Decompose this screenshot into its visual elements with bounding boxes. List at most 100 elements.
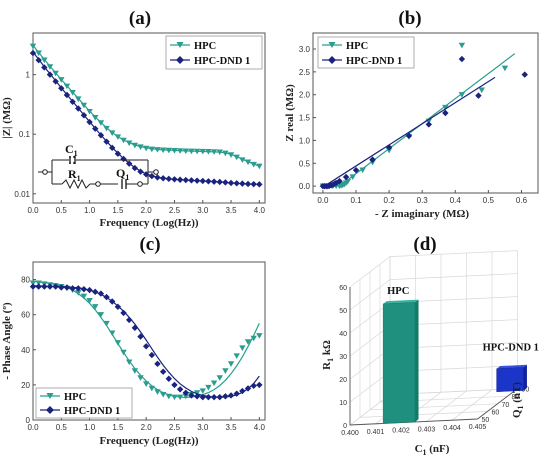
data-point-hpc	[199, 148, 206, 155]
data-point-dnd	[256, 181, 263, 188]
panel-d-xlabel: C1 (nF)	[415, 443, 450, 457]
y-tick-label: 0	[343, 423, 347, 430]
x-tick-label: 1.0	[84, 423, 96, 432]
data-point-dnd	[210, 393, 218, 401]
y-tick-label: 40	[339, 331, 347, 338]
data-point-hpc	[244, 339, 252, 345]
y-tick-label: 0.1	[19, 130, 31, 139]
data-point-hpc	[385, 147, 393, 154]
bar-side-hpc_bar	[415, 299, 419, 422]
data-point-dnd	[193, 177, 201, 184]
data-point-dnd	[171, 176, 178, 183]
grid-line	[349, 273, 518, 311]
data-point-hpc	[171, 394, 178, 401]
data-point-hpc	[222, 150, 229, 157]
data-point-hpc	[137, 375, 144, 381]
data-point-hpc	[125, 359, 133, 366]
data-point-dnd	[97, 132, 105, 139]
data-point-hpc	[131, 368, 139, 374]
data-point-dnd	[142, 343, 150, 350]
circuit-q1-label: Q1	[116, 166, 129, 182]
x-tick-label: 0.402	[392, 428, 410, 435]
data-point-hpc	[114, 340, 122, 346]
data-point-hpc	[182, 393, 189, 400]
data-point-hpc	[193, 390, 201, 396]
y-tick-label: 1.5	[299, 114, 311, 123]
data-point-dnd	[125, 316, 133, 324]
data-point-hpc	[344, 178, 351, 185]
data-point-hpc	[97, 120, 105, 126]
data-point-dnd	[369, 156, 376, 163]
data-point-hpc	[165, 393, 173, 400]
panel-c-xlabel: Frequency (Log(Hz))	[99, 435, 198, 447]
x-tick-label: 0.6	[516, 196, 528, 205]
y-tick-label: 1.0	[299, 136, 311, 145]
data-point-hpc	[216, 149, 223, 156]
fit-line-dnd	[322, 76, 496, 188]
data-point-dnd	[336, 177, 343, 185]
data-point-dnd	[35, 56, 42, 64]
x-tick-label: 0.5	[56, 423, 68, 432]
x-tick-label: 3.0	[197, 206, 209, 215]
bar-top-dnd_bar	[496, 364, 527, 369]
data-point-hpc	[458, 92, 466, 98]
panel-c-ylabel: - Phase Angle (º)	[1, 302, 13, 380]
data-point-hpc	[239, 157, 246, 163]
data-point-dnd	[165, 375, 173, 382]
data-point-dnd	[425, 121, 433, 128]
grid-line	[349, 296, 518, 334]
legend-c-hpc: HPC	[64, 392, 86, 403]
x-tick-label: 3.0	[197, 423, 209, 432]
y-tick-label: 20	[339, 377, 347, 384]
data-point-dnd	[75, 105, 82, 112]
x-tick-label: 2.0	[141, 423, 153, 432]
data-point-dnd	[114, 150, 122, 157]
data-point-hpc	[35, 280, 42, 287]
data-point-dnd	[216, 178, 223, 186]
x-tick-label: 0.3	[417, 196, 429, 205]
data-point-dnd	[46, 71, 54, 78]
data-point-hpc	[227, 152, 235, 158]
data-point-dnd	[193, 393, 201, 400]
data-point-dnd	[52, 283, 59, 290]
grid-line	[349, 250, 518, 288]
data-point-hpc	[92, 114, 99, 121]
bar-side-dnd_bar	[523, 364, 527, 391]
panel-c-frame	[32, 261, 266, 421]
data-point-dnd	[342, 173, 350, 181]
x-tick-label: 0.401	[367, 429, 385, 436]
data-point-dnd	[154, 360, 161, 368]
data-point-hpc	[148, 146, 156, 153]
data-point-hpc	[154, 389, 161, 395]
panel-a-xlabel: Frequency (Log(Hz))	[99, 217, 198, 229]
y-tick-label: 2.5	[299, 68, 311, 77]
data-point-hpc	[125, 140, 133, 147]
bar-label-hpc_bar: HPC	[387, 286, 409, 297]
data-point-hpc	[359, 167, 366, 174]
data-point-dnd	[35, 283, 42, 290]
data-point-hpc	[199, 388, 206, 395]
data-point-dnd	[182, 389, 189, 396]
panel-a-impedance-magnitude: (a) 0.0 0.5 1.0 1.5 2.0 2.5 3.0 3.5 4.00.010.11 …	[1, 8, 266, 229]
data-point-dnd	[137, 168, 144, 175]
data-point-dnd	[103, 138, 110, 145]
data-point-dnd	[216, 393, 223, 401]
data-point-dnd	[120, 309, 127, 317]
data-point-hpc	[35, 50, 42, 57]
data-point-dnd	[188, 392, 195, 399]
panel-c-phase-angle: (c) 0.0 0.5 1.0 1.5 2.0 2.5 3.0 3.5 4.0 0 20 40 60 80…	[1, 234, 266, 447]
data-point-hpc	[233, 154, 240, 161]
data-point-dnd	[239, 180, 246, 187]
x-tick-label: 0.4	[450, 196, 462, 205]
x-tick-label: 0.0	[317, 196, 329, 205]
data-point-hpc	[103, 320, 110, 327]
legend-triangle-icon	[176, 42, 184, 48]
x-tick-label: 0.0	[27, 423, 39, 432]
data-point-dnd	[46, 283, 54, 290]
legend-a-hpc: HPC	[194, 41, 216, 52]
z-tick-label: 70	[502, 402, 510, 409]
data-point-hpc	[227, 361, 235, 367]
panel-d-zlabel: Q1 (nT)	[511, 382, 525, 418]
data-point-dnd	[125, 160, 133, 167]
